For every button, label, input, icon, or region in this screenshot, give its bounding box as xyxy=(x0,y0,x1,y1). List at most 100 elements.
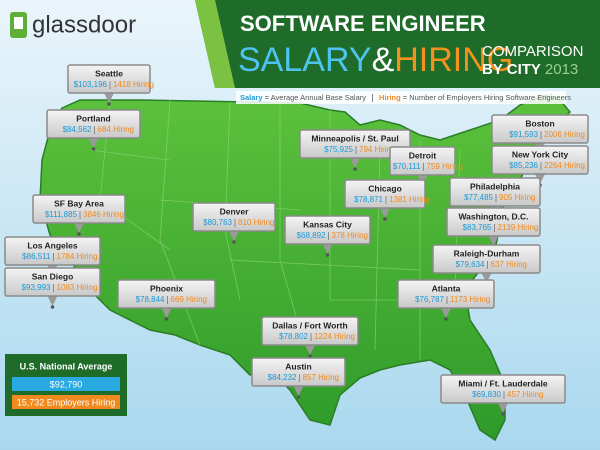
callout-pointer xyxy=(161,308,172,318)
city-name: Philadelphia xyxy=(470,181,520,191)
city-hiring: 857 Hiring xyxy=(303,373,339,382)
city-salary: $70,111 xyxy=(393,162,421,171)
city-name: Atlanta xyxy=(432,283,461,293)
city-hiring: 1784 Hiring xyxy=(57,252,98,261)
city-name: Phoenix xyxy=(150,283,183,293)
callout-box xyxy=(440,374,566,404)
city-dot xyxy=(50,305,55,309)
callout-pointer xyxy=(481,273,492,283)
city-salary: $83,765 xyxy=(463,223,492,232)
legend-salary-key: Salary xyxy=(240,93,263,102)
callout-box xyxy=(284,215,371,245)
callout-pointer xyxy=(229,231,239,241)
city-salary: $78,844 xyxy=(136,295,165,304)
city-hiring: 637 Hiring xyxy=(491,260,527,269)
callout-pointer xyxy=(498,403,508,413)
city-name: Los Angeles xyxy=(27,240,77,250)
callout-box xyxy=(4,236,101,266)
city-salary: $85,236 xyxy=(509,161,538,170)
city-dot xyxy=(325,253,330,257)
title-line2: SALARY&HIRING xyxy=(238,41,513,79)
header-band xyxy=(195,0,600,88)
city-dot xyxy=(164,317,169,321)
city-dot xyxy=(232,240,236,244)
callout-pointer xyxy=(47,296,58,306)
city-hiring: 1083 Hiring xyxy=(57,283,98,292)
city-name: Boston xyxy=(525,118,554,128)
legend-hiring-key: Hiring xyxy=(379,93,401,102)
city-hiring: 2264 Hiring xyxy=(544,161,585,170)
logo-icon-inner xyxy=(14,17,23,29)
callout-box xyxy=(446,207,541,237)
city-name: SF Bay Area xyxy=(54,198,104,208)
callout-pointer xyxy=(350,158,360,168)
callout-pointer xyxy=(441,308,451,318)
national-salary-bar xyxy=(12,377,120,391)
city-name: Kansas City xyxy=(303,219,352,229)
city-salary: $84,232 xyxy=(268,373,297,382)
city-hiring: 759 Hiring xyxy=(427,162,463,171)
city-name: Minneapolis / St. Paul xyxy=(311,133,398,143)
title-salary: SALARY xyxy=(238,41,372,79)
city-hiring: 457 Hiring xyxy=(507,390,543,399)
callout-box xyxy=(491,114,589,144)
city-salary: $77,485 xyxy=(464,193,493,202)
title-comparison: COMPARISON xyxy=(482,43,583,60)
city-salary: $79,634 xyxy=(456,260,485,269)
callout-box xyxy=(389,146,456,176)
city-dot xyxy=(383,217,387,221)
city-salary: $93,993 xyxy=(22,283,51,292)
national-average-label: U.S. National Average xyxy=(20,361,113,371)
legend-separator xyxy=(372,94,374,103)
title-line1: SOFTWARE ENGINEER xyxy=(240,11,486,36)
city-hiring: 810 Hiring xyxy=(238,218,274,227)
us-map xyxy=(39,94,572,442)
city-name: San Diego xyxy=(32,271,74,281)
callout-box xyxy=(261,316,359,346)
city-hiring: 378 Hiring xyxy=(332,231,368,240)
national-hiring-bar xyxy=(12,395,120,409)
callout-pointer xyxy=(305,345,315,355)
national-salary: $92,790 xyxy=(50,379,83,389)
city-salary: $86,511 xyxy=(22,252,51,261)
city-hiring: 794 Hiring xyxy=(359,145,395,154)
city-dot xyxy=(444,317,448,321)
legend-salary-desc: = Average Annual Base Salary xyxy=(264,93,367,102)
city-salary: $76,787 xyxy=(415,295,444,304)
logo-text: glassdoor xyxy=(32,11,136,38)
callout-box xyxy=(449,177,541,207)
city-name: Dallas / Fort Worth xyxy=(272,320,347,330)
callout-box xyxy=(67,64,151,94)
callout-box xyxy=(117,279,216,309)
city-salary: $68,892 xyxy=(297,231,326,240)
city-salary: $78,871 xyxy=(354,195,383,204)
title-hiring: HIRING xyxy=(394,41,513,79)
callout-box xyxy=(491,145,589,175)
city-name: Miami / Ft. Lauderdale xyxy=(458,378,548,388)
callout-box xyxy=(32,194,126,224)
city-dot xyxy=(353,167,357,171)
city-name: New York City xyxy=(512,149,569,159)
city-salary: $80,763 xyxy=(203,218,232,227)
callout-pointer xyxy=(380,208,390,218)
city-hiring: 684 Hiring xyxy=(98,125,134,134)
callout-pointer xyxy=(322,244,333,254)
national-hiring: 15,732 Employers Hiring xyxy=(17,397,116,407)
callout-pointer xyxy=(88,138,99,148)
city-dot xyxy=(91,147,96,151)
callout-box xyxy=(4,267,101,297)
city-name: Raleigh-Durham xyxy=(454,248,520,258)
city-salary: $91,593 xyxy=(509,130,538,139)
city-callouts: Seattle $103,196 1418 Hiring Portland $84,56… xyxy=(4,64,589,416)
city-dot xyxy=(77,232,81,236)
callout-box xyxy=(251,357,346,387)
city-name: Austin xyxy=(285,361,311,371)
callout-pointer xyxy=(74,223,84,233)
city-name: Detroit xyxy=(409,150,437,160)
callout-box xyxy=(397,279,495,309)
callout-box xyxy=(432,244,541,274)
city-dot xyxy=(107,102,111,106)
city-salary: $111,885 xyxy=(45,210,78,219)
callout-box xyxy=(192,202,276,232)
